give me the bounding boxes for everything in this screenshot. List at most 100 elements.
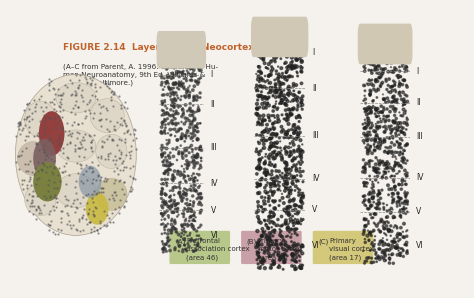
Point (161, 210, 168, 215)
Point (195, 68, 203, 73)
Point (48, 170, 56, 175)
Point (175, 249, 182, 253)
Point (195, 80, 203, 85)
Point (129, 164, 137, 168)
Point (388, 99, 396, 104)
Point (161, 191, 169, 196)
Point (180, 192, 187, 197)
Text: (A–C from Parent, A. 1996. Carpenter’s Hu-
man Neuroanatomy, 9th Ed. Williams &
: (A–C from Parent, A. 1996. Carpenter’s H… (63, 63, 218, 86)
Point (169, 71, 176, 75)
Point (191, 128, 199, 133)
Point (373, 259, 381, 264)
Point (373, 206, 381, 211)
Point (288, 55, 296, 60)
Point (163, 181, 171, 186)
Point (23, 114, 30, 119)
Point (380, 114, 388, 118)
Point (273, 169, 280, 173)
Point (279, 71, 286, 76)
Point (400, 210, 407, 215)
Point (36, 211, 43, 215)
Point (291, 50, 299, 55)
Point (291, 264, 298, 269)
Point (25, 179, 33, 184)
Point (163, 67, 171, 72)
Point (374, 255, 382, 260)
Point (180, 176, 188, 181)
Point (185, 174, 192, 179)
Point (169, 177, 177, 181)
Point (45, 177, 53, 182)
Point (401, 99, 408, 104)
Point (192, 155, 200, 159)
Point (370, 168, 378, 173)
Point (157, 130, 165, 135)
Point (259, 97, 266, 101)
Point (273, 89, 281, 94)
Point (170, 113, 177, 118)
Point (164, 73, 171, 78)
Point (73, 91, 80, 96)
Point (293, 49, 301, 54)
Point (366, 130, 374, 134)
Point (400, 158, 407, 162)
Point (189, 150, 196, 154)
Point (194, 154, 202, 159)
Point (111, 128, 118, 133)
Point (81, 206, 88, 211)
Point (373, 71, 381, 76)
Point (267, 127, 274, 132)
Point (279, 44, 287, 49)
Point (290, 163, 298, 167)
Point (272, 207, 279, 212)
Point (173, 64, 180, 69)
Point (385, 162, 392, 166)
Point (275, 253, 283, 258)
Point (396, 207, 404, 212)
Point (182, 61, 190, 66)
Point (375, 198, 383, 203)
Point (380, 207, 388, 212)
Point (270, 183, 278, 188)
Point (371, 211, 378, 216)
Point (171, 134, 179, 139)
Point (287, 235, 294, 240)
Point (272, 86, 280, 90)
Point (363, 180, 370, 185)
Point (25, 125, 32, 130)
Point (367, 204, 374, 209)
Point (163, 169, 170, 174)
Point (63, 85, 71, 90)
Point (73, 196, 81, 201)
Point (193, 243, 201, 248)
Point (400, 249, 407, 253)
Point (403, 228, 411, 233)
Point (403, 158, 411, 163)
Point (184, 209, 191, 214)
Point (366, 164, 374, 169)
Point (388, 150, 396, 155)
Point (49, 140, 57, 145)
Point (163, 249, 170, 254)
Point (120, 179, 128, 184)
Point (171, 96, 179, 101)
Point (397, 215, 405, 220)
Point (253, 41, 260, 46)
Point (360, 55, 368, 60)
Point (260, 113, 267, 118)
Point (54, 200, 61, 205)
Point (383, 159, 391, 164)
Point (171, 97, 178, 102)
Point (65, 172, 73, 177)
Point (292, 56, 300, 61)
Point (366, 230, 374, 235)
Point (266, 127, 273, 132)
Point (293, 180, 301, 184)
Point (33, 177, 41, 182)
Point (103, 84, 111, 89)
Point (374, 54, 381, 59)
Point (385, 118, 393, 123)
Point (28, 199, 36, 204)
Point (386, 46, 393, 51)
Point (119, 159, 127, 164)
